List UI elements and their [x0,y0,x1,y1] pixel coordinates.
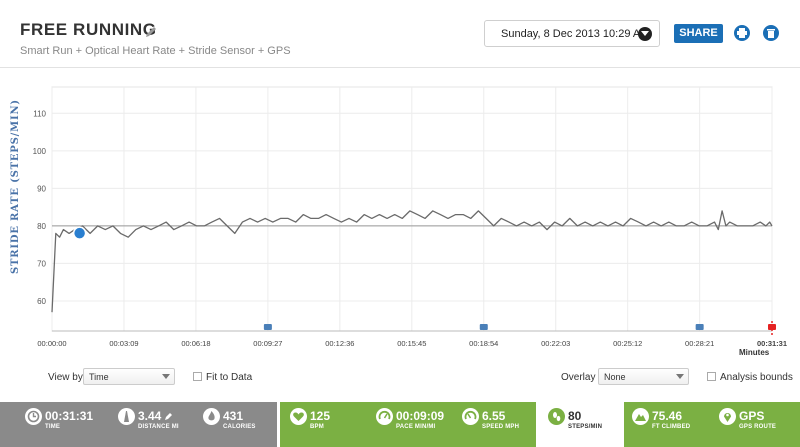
share-button[interactable]: SHARE [674,24,723,43]
stat-time-value: 00:31:31 [45,409,94,423]
view-by-label: View by [48,372,83,383]
y-tick-label: 70 [37,259,46,268]
stats-group-heart [280,402,536,447]
stat-distance-value: 3.44 [138,409,162,423]
stat-calories-value: 431 [223,409,244,423]
stat-gps[interactable]: GPS GPS ROUTE [719,402,794,447]
stat-speed[interactable]: 6.55 SPEED MPH [462,402,532,447]
y-tick-label: 80 [37,222,46,231]
x-tick-label: 00:09:27 [253,339,282,348]
fit-to-data-label: Fit to Data [206,372,253,383]
y-tick-label: 60 [37,297,46,306]
activity-header: FREE RUNNING Smart Run + Optical Heart R… [0,0,800,68]
x-tick-label: 00:03:09 [109,339,138,348]
x-tick-label: 00:18:54 [469,339,498,348]
view-by-value: Time [89,372,109,382]
mountain-icon [632,408,649,425]
chevron-down-icon [638,27,652,41]
y-axis-label: STRIDE RATE (STEPS/MIN) [10,99,21,274]
location-pin-icon [719,408,736,425]
stats-group-general [0,402,277,447]
start-marker-icon [72,226,87,240]
overlay-value: None [604,372,626,382]
heart-icon [290,408,307,425]
stat-steps[interactable]: 80 STEPS/MIN [548,402,618,447]
stat-bpm-label: BPM [310,424,324,430]
chart-svg: 00:00:00 00:03:09 00:06:18 00:09:27 00:12:36… [33,86,787,348]
trash-icon[interactable] [763,25,779,41]
stride-rate-line [51,210,773,313]
print-icon[interactable] [734,25,750,41]
date-dropdown[interactable]: Sunday, 8 Dec 2013 10:29 AM [484,20,660,47]
page-title: FREE RUNNING [20,20,157,39]
pace-gauge-icon [376,408,393,425]
x-tick-label: 00:28:21 [685,339,714,348]
y-tick-label: 110 [33,109,46,118]
stat-pace-value: 00:09:09 [396,409,445,423]
fit-to-data-checkbox[interactable] [193,372,202,381]
stat-distance-label: DISTANCE MI [138,424,179,430]
footprint-icon [548,408,565,425]
stat-bpm-value: 125 [310,409,331,423]
x-tick-label: 00:06:18 [181,339,210,348]
stat-steps-label: STEPS/MIN [568,424,603,430]
stat-pace-label: PACE MIN/MI [396,424,436,430]
stat-climbed-value: 75.46 [652,409,683,423]
date-text: Sunday, 8 Dec 2013 10:29 AM [501,28,650,40]
stats-bar: 00:31:31 TIME 3.44 DISTANCE MI 431 CALOR… [0,402,800,447]
stat-time[interactable]: 00:31:31 TIME [25,402,105,447]
stat-climbed[interactable]: 75.46 FT CLIMBED [632,402,707,447]
stat-bpm[interactable]: 125 BPM [290,402,350,447]
chart-controls: View by Time Fit to Data Overlay None An… [0,368,800,388]
x-tick-label: 00:00:00 [37,339,66,348]
overlay-label: Overlay [561,372,596,383]
road-icon [118,408,135,425]
stat-gps-label: GPS ROUTE [739,424,777,430]
stat-calories[interactable]: 431 CALORIES [203,402,273,447]
stat-pace[interactable]: 00:09:09 PACE MIN/MI [376,402,456,447]
overlay-select[interactable]: None [598,368,689,385]
view-by-select[interactable]: Time [83,368,175,385]
stat-speed-value: 6.55 [482,409,506,423]
y-tick-label: 90 [37,184,46,193]
lap-marker [263,324,272,330]
x-axis-label: Minutes [739,348,770,357]
x-tick-label: 00:31:31 [757,339,787,348]
stat-calories-label: CALORIES [223,424,256,430]
dropdown-arrow-icon [676,374,684,379]
edit-distance-icon[interactable] [164,412,173,421]
stat-distance[interactable]: 3.44 DISTANCE MI [118,402,188,447]
activity-subtitle: Smart Run + Optical Heart Rate + Stride … [20,45,291,57]
lap-marker [479,324,488,330]
stat-steps-value: 80 [568,409,582,423]
stats-group-route [624,402,800,447]
speedometer-icon [462,408,479,425]
x-tick-label: 00:12:36 [325,339,354,348]
clock-icon [25,408,42,425]
lap-marker [695,324,704,330]
stat-climbed-label: FT CLIMBED [652,424,691,430]
x-tick-label: 00:22:03 [541,339,570,348]
stat-speed-label: SPEED MPH [482,424,520,430]
y-tick-label: 100 [33,147,47,156]
dropdown-arrow-icon [162,374,170,379]
edit-pencil-icon[interactable] [143,24,159,40]
stat-time-label: TIME [45,424,61,430]
analysis-bounds-label: Analysis bounds [720,372,793,383]
stride-rate-chart[interactable]: 00:00:00 00:03:09 00:06:18 00:09:27 00:12:36… [0,69,800,365]
analysis-bounds-checkbox[interactable] [707,372,716,381]
x-tick-label: 00:15:45 [397,339,426,348]
x-tick-label: 00:25:12 [613,339,642,348]
stat-gps-value: GPS [739,409,765,423]
flame-icon [203,408,220,425]
